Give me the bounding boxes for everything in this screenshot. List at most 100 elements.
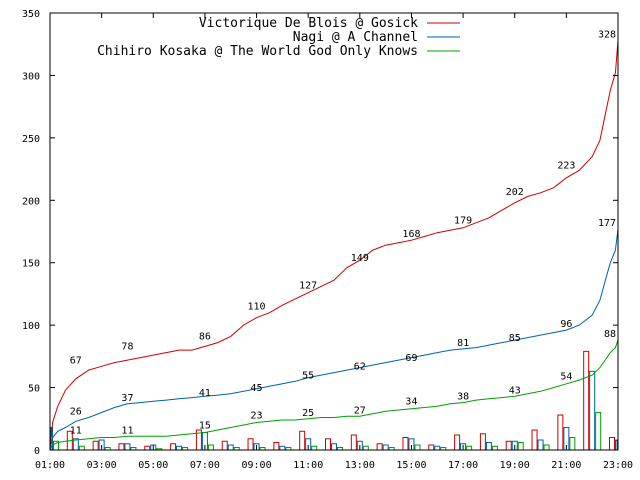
data-label: 62: [354, 362, 366, 373]
data-label: 168: [402, 229, 420, 240]
data-label: 202: [506, 187, 524, 198]
data-label: 85: [509, 333, 521, 344]
x-tick-label: 13:00: [345, 460, 375, 471]
data-label: 54: [560, 372, 572, 383]
hourly-bar: [485, 442, 492, 451]
data-label: 78: [121, 342, 133, 353]
data-label: 38: [457, 392, 469, 403]
x-tick-label: 17:00: [448, 460, 478, 471]
hourly-bar: [517, 442, 524, 451]
data-label: 45: [251, 383, 263, 394]
data-label: 96: [560, 319, 572, 330]
data-label: 110: [248, 302, 266, 313]
data-label: 41: [199, 388, 211, 399]
data-label: 25: [302, 408, 314, 419]
data-labels: 67 78 86 110 127 149 168 179 202 223 328 26 37 41 45 55…: [70, 29, 616, 436]
series-line: [49, 339, 619, 451]
hourly-bar: [543, 444, 550, 451]
hourly-bar: [118, 443, 125, 451]
x-tick-label: 07:00: [190, 460, 220, 471]
data-label: 26: [70, 407, 82, 418]
hourly-bar: [331, 443, 337, 451]
legend-label: Nagi @ A Channel: [293, 30, 418, 45]
data-label: 88: [604, 329, 616, 340]
y-tick-label: 50: [28, 384, 40, 395]
series-line: [49, 40, 619, 451]
data-label: 15: [199, 420, 211, 431]
hourly-bar: [454, 434, 461, 451]
hourly-bar: [325, 438, 331, 451]
data-label: 86: [199, 332, 211, 343]
y-tick-label: 200: [22, 196, 40, 207]
data-label: 328: [598, 29, 616, 40]
x-tick-label: 23:00: [603, 460, 633, 471]
data-label: 81: [457, 338, 469, 349]
hourly-bar: [428, 444, 435, 451]
hourly-bar: [311, 445, 318, 451]
x-tick-label: 01:00: [35, 460, 65, 471]
hourly-bar: [207, 444, 214, 451]
x-tick-label: 19:00: [500, 460, 530, 471]
data-label: 177: [598, 218, 616, 229]
hourly-bar: [491, 445, 498, 451]
legend-label: Victorique De Blois @ Gosick: [199, 16, 418, 31]
series-line: [49, 228, 619, 451]
hourly-bar: [569, 437, 576, 451]
hourly-bar: [531, 429, 538, 451]
hourly-bar: [221, 440, 228, 451]
hourly-bar: [382, 444, 389, 451]
axis-ticks: 0 50 100 150 200 250 300 350 01:00 03:00 05:00 07:0…: [22, 9, 633, 471]
data-label: 55: [302, 370, 314, 381]
hourly-bar: [583, 350, 590, 451]
y-tick-label: 0: [34, 446, 40, 457]
y-tick-label: 350: [22, 9, 40, 20]
hourly-bar: [557, 414, 564, 451]
plot-frame: [49, 12, 619, 451]
y-tick-label: 100: [22, 321, 40, 332]
hourly-bar: [615, 439, 618, 451]
cumulative-lines: [49, 40, 619, 451]
hourly-bar: [537, 439, 544, 451]
data-label: 69: [405, 353, 417, 364]
hourly-bar: [414, 444, 421, 451]
data-label: 11: [121, 425, 133, 436]
hourly-bar: [124, 443, 131, 451]
data-label: 37: [121, 393, 133, 404]
data-label: 34: [405, 397, 417, 408]
hourly-bar: [376, 443, 383, 451]
x-tick-label: 21:00: [551, 460, 581, 471]
x-tick-label: 15:00: [396, 460, 426, 471]
hourly-bar: [299, 430, 306, 451]
hourly-bar: [609, 437, 615, 451]
x-tick-label: 03:00: [87, 460, 117, 471]
hourly-bar: [247, 438, 254, 451]
data-label: 11: [70, 425, 82, 436]
hourly-bar: [92, 440, 99, 451]
hourly-bar: [279, 445, 286, 451]
y-tick-label: 150: [22, 259, 40, 270]
data-label: 223: [557, 161, 575, 172]
hourly-bar: [350, 434, 357, 451]
hourly-bar: [589, 370, 596, 451]
hourly-bar: [466, 445, 473, 451]
hourly-bar: [78, 445, 85, 451]
data-label: 43: [509, 385, 521, 396]
hourly-bar: [434, 445, 441, 451]
hourly-bar: [362, 445, 369, 451]
legend-label: Chihiro Kosaka @ The World God Only Know…: [97, 44, 418, 59]
hourly-bars: [50, 350, 618, 451]
hourly-bar: [273, 442, 280, 451]
hourly-bar: [144, 445, 151, 451]
x-tick-label: 11:00: [293, 460, 323, 471]
data-label: 179: [454, 216, 472, 227]
hourly-bar: [170, 443, 177, 451]
data-label: 67: [70, 355, 82, 366]
data-label: 127: [299, 280, 317, 291]
x-tick-label: 09:00: [241, 460, 271, 471]
x-tick-label: 05:00: [138, 460, 168, 471]
hourly-bar: [595, 412, 602, 451]
data-label: 23: [251, 410, 263, 421]
y-tick-label: 300: [22, 71, 40, 82]
